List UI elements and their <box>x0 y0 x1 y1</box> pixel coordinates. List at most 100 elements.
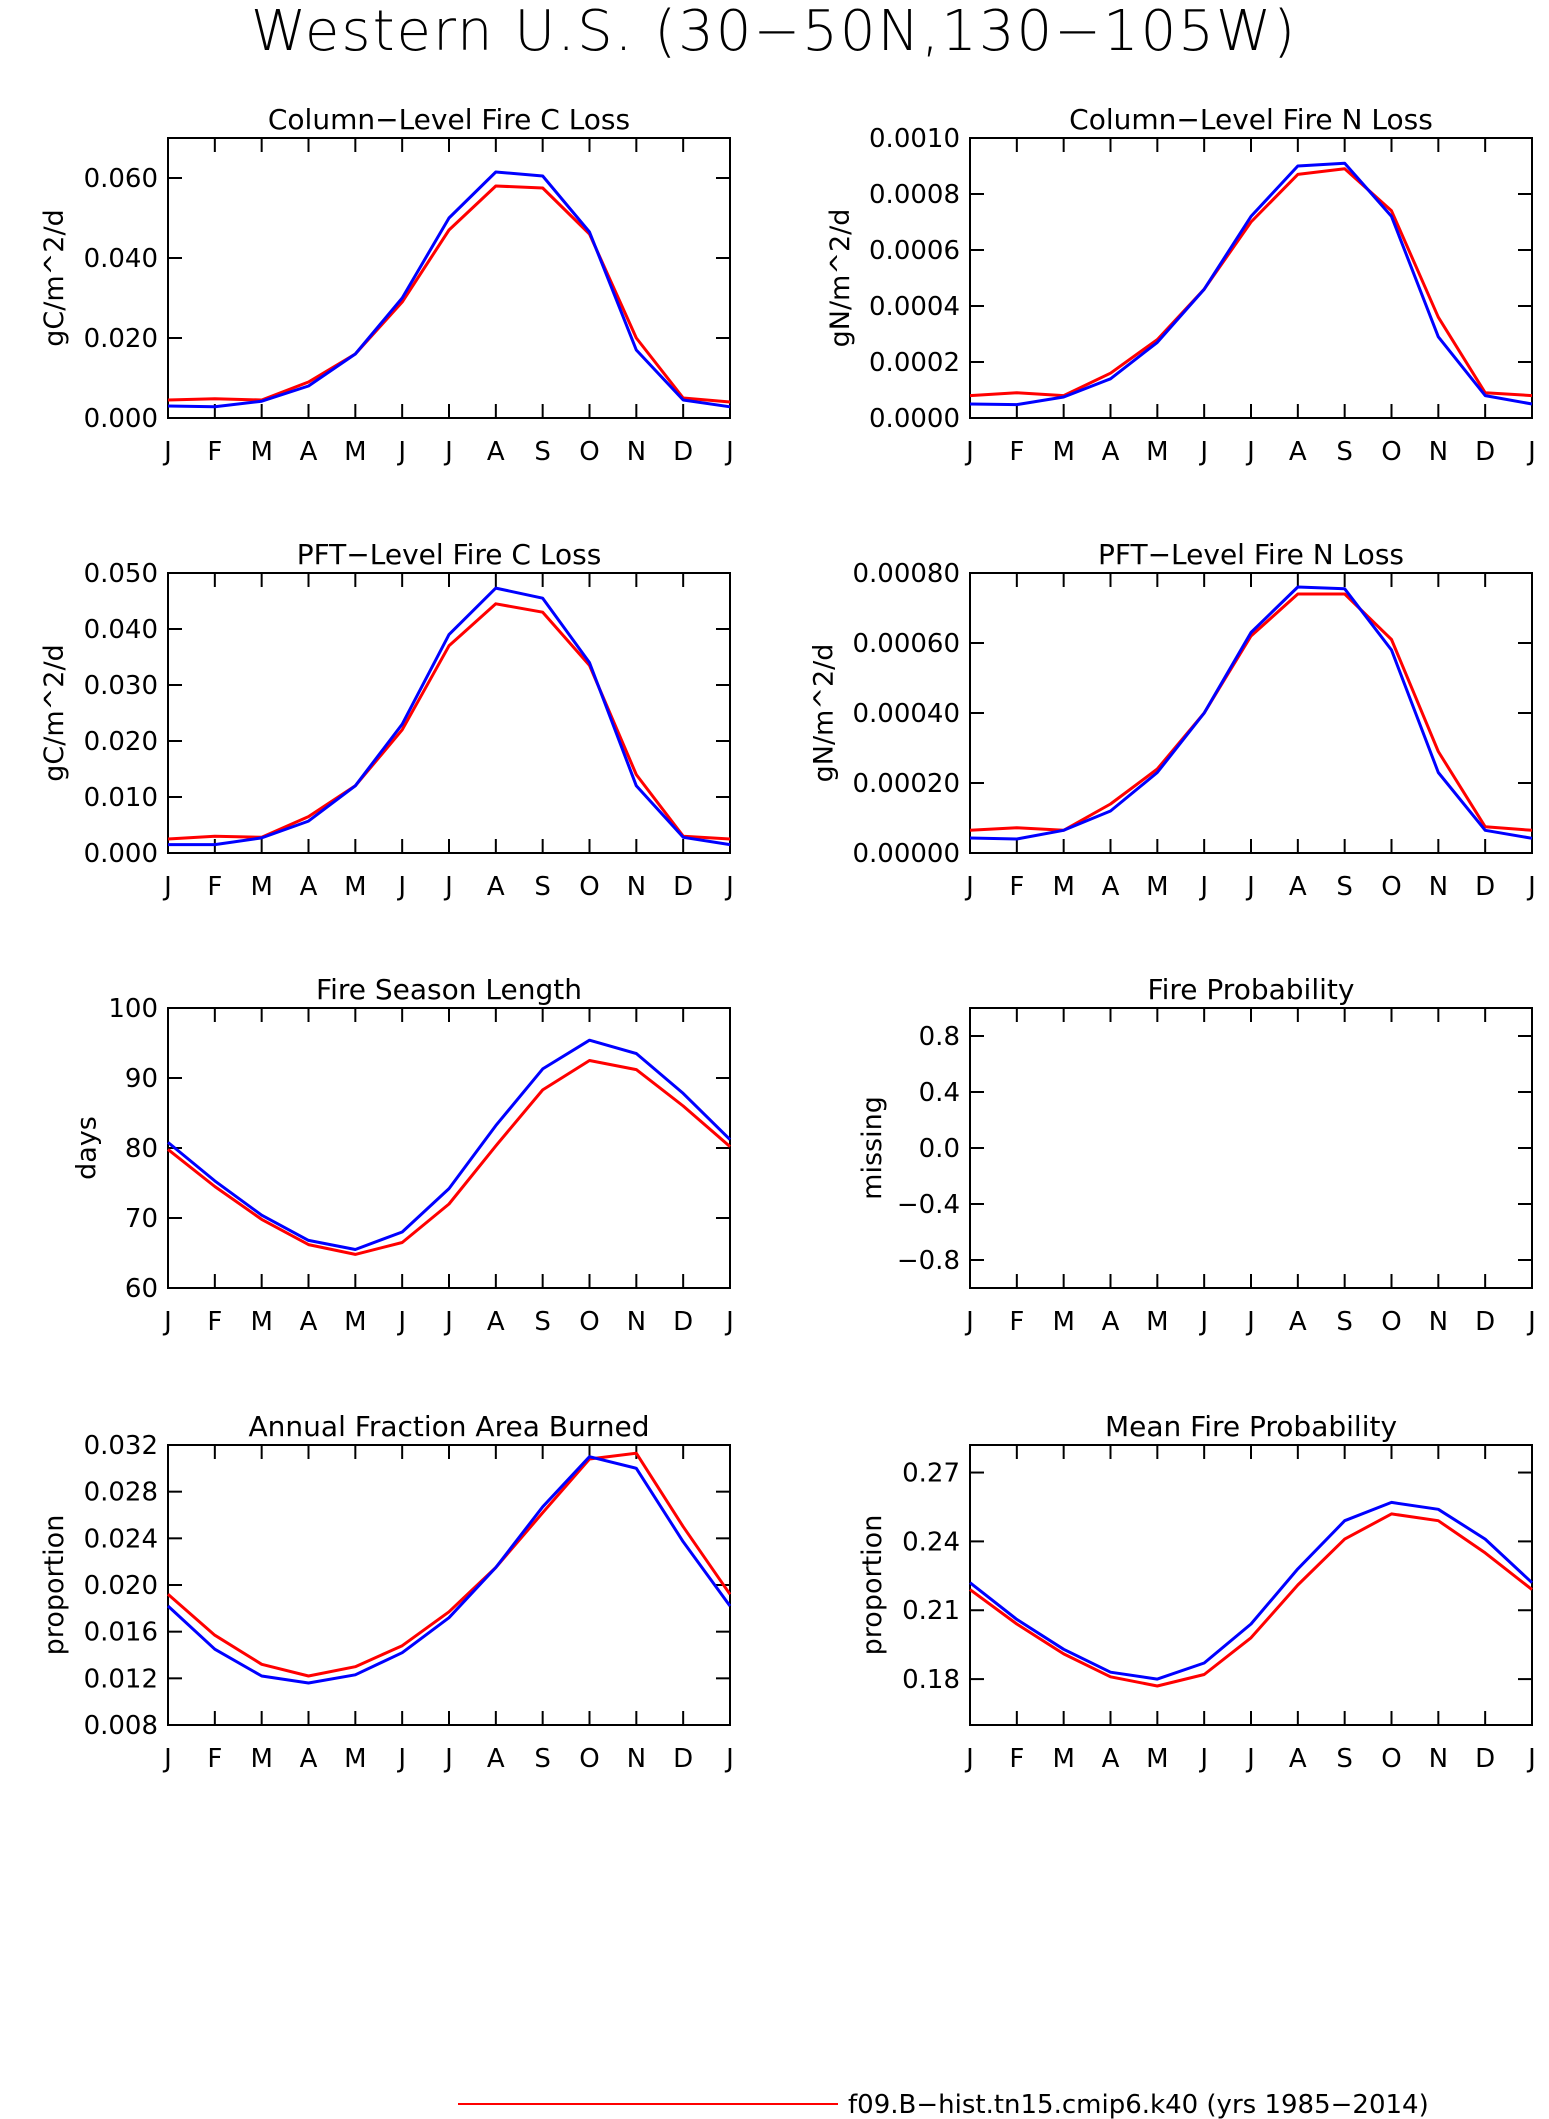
pft-fire-c-loss-ylabel: gC/m^2/d <box>39 644 70 781</box>
fire-season-length-xtick-label: A <box>487 1307 505 1337</box>
column-fire-c-loss-xtick-label: J <box>724 437 734 467</box>
pft-fire-c-loss-title: PFT−Level Fire C Loss <box>297 538 602 571</box>
column-fire-c-loss-xtick-label: O <box>579 437 599 467</box>
pft-fire-c-loss-ytick-label: 0.010 <box>84 783 158 813</box>
annual-fraction-area-burned-xtick-label: A <box>487 1744 505 1774</box>
column-fire-n-loss-xtick-label: S <box>1336 437 1353 467</box>
column-fire-c-loss-xtick-label: M <box>250 437 272 467</box>
column-fire-c-loss-xtick-label: A <box>487 437 505 467</box>
column-fire-n-loss-xtick-label: O <box>1381 437 1401 467</box>
fire-probability-ytick-label: −0.8 <box>897 1246 960 1276</box>
annual-fraction-area-burned-ytick-label: 0.028 <box>84 1478 158 1508</box>
column-fire-c-loss-xtick-label: J <box>162 437 172 467</box>
mean-fire-probability-xtick-label: O <box>1381 1744 1401 1774</box>
fire-season-length-xtick-label: D <box>673 1307 693 1337</box>
annual-fraction-area-burned-ytick-label: 0.020 <box>84 1571 158 1601</box>
column-fire-c-loss-ytick-label: 0.040 <box>84 244 158 274</box>
column-fire-n-loss-plot-frame <box>969 137 1533 419</box>
annual-fraction-area-burned-xtick-label: M <box>250 1744 272 1774</box>
pft-fire-c-loss-xtick-label: J <box>724 872 734 902</box>
annual-fraction-area-burned-ytick-label: 0.024 <box>84 1524 158 1554</box>
column-fire-c-loss-xtick-label: D <box>673 437 693 467</box>
pft-fire-n-loss-xtick-label: F <box>1009 872 1024 902</box>
fire-probability-xtick-label: J <box>1245 1307 1255 1337</box>
fire-probability-ytick-label: −0.4 <box>897 1190 960 1220</box>
legend: f09.B−hist.tn15.cmip6.k40 (yrs 1985−2014… <box>458 2090 1429 2119</box>
column-fire-c-loss-xtick-label: J <box>443 437 453 467</box>
column-fire-c-loss-xtick-label: A <box>300 437 318 467</box>
fire-probability-xtick-label: D <box>1475 1307 1495 1337</box>
fire-probability-xtick-label: J <box>1526 1307 1536 1337</box>
pft-fire-c-loss-xtick-label: M <box>250 872 272 902</box>
pft-fire-n-loss-title: PFT−Level Fire N Loss <box>1098 538 1404 571</box>
pft-fire-n-loss-ytick-label: 0.00060 <box>852 629 960 659</box>
column-fire-n-loss-series-line-1 <box>969 167 1533 398</box>
column-fire-n-loss-ytick-label: 0.0000 <box>869 404 960 434</box>
mean-fire-probability-xtick-label: J <box>1526 1744 1536 1774</box>
fire-season-length-xtick-label: A <box>300 1307 318 1337</box>
fire-season-length-xtick-label: O <box>579 1307 599 1337</box>
annual-fraction-area-burned-ytick-label: 0.008 <box>84 1711 158 1741</box>
pft-fire-n-loss-xtick-label: J <box>1198 872 1208 902</box>
column-fire-n-loss-ylabel: gN/m^2/d <box>825 209 856 348</box>
pft-fire-c-loss-xtick-label: N <box>627 872 646 902</box>
column-fire-c-loss-xtick-label: J <box>396 437 406 467</box>
column-fire-n-loss-xtick-label: A <box>1102 437 1120 467</box>
annual-fraction-area-burned-ytick-label: 0.032 <box>84 1431 158 1461</box>
pft-fire-c-loss-ytick-label: 0.030 <box>84 671 158 701</box>
column-fire-c-loss-title: Column−Level Fire C Loss <box>268 103 630 136</box>
pft-fire-c-loss-xtick-label: J <box>443 872 453 902</box>
column-fire-n-loss-ytick-label: 0.0002 <box>869 348 960 378</box>
annual-fraction-area-burned-plot-frame <box>167 1444 731 1726</box>
mean-fire-probability-xtick-label: J <box>964 1744 974 1774</box>
mean-fire-probability-xtick-label: F <box>1009 1744 1024 1774</box>
mean-fire-probability-plot-frame <box>969 1444 1533 1726</box>
pft-fire-n-loss-xtick-label: J <box>1245 872 1255 902</box>
mean-fire-probability-xtick-label: J <box>1245 1744 1255 1774</box>
column-fire-c-loss-plot-frame <box>167 137 731 419</box>
pft-fire-n-loss-xtick-label: D <box>1475 872 1495 902</box>
column-fire-c-loss-xtick-label: M <box>344 437 366 467</box>
column-fire-n-loss-xtick-label: M <box>1146 437 1168 467</box>
pft-fire-n-loss-series-line-1 <box>969 592 1533 832</box>
pft-fire-c-loss-plot-frame <box>167 572 731 854</box>
annual-fraction-area-burned-series-line-2 <box>166 1455 732 1685</box>
column-fire-n-loss-ytick-label: 0.0004 <box>869 292 960 322</box>
column-fire-c-loss-ytick-label: 0.020 <box>84 324 158 354</box>
fire-season-length-ytick-label: 70 <box>125 1204 158 1234</box>
pft-fire-n-loss-xtick-label: J <box>1526 872 1536 902</box>
annual-fraction-area-burned-ytick-label: 0.016 <box>84 1618 158 1648</box>
fire-probability-xtick-label: A <box>1102 1307 1120 1337</box>
mean-fire-probability-xtick-label: N <box>1429 1744 1448 1774</box>
column-fire-n-loss-ytick-label: 0.0006 <box>869 236 960 266</box>
column-fire-c-loss-ytick-label: 0.060 <box>84 164 158 194</box>
fire-probability-xtick-label: O <box>1381 1307 1401 1337</box>
fire-probability-xtick-label: N <box>1429 1307 1448 1337</box>
annual-fraction-area-burned-xtick-label: F <box>207 1744 222 1774</box>
pft-fire-n-loss-xtick-label: N <box>1429 872 1448 902</box>
pft-fire-c-loss-ytick-label: 0.040 <box>84 615 158 645</box>
fire-season-length-xtick-label: M <box>344 1307 366 1337</box>
mean-fire-probability-xtick-label: M <box>1146 1744 1168 1774</box>
column-fire-n-loss-xtick-label: D <box>1475 437 1495 467</box>
column-fire-n-loss-xtick-label: M <box>1052 437 1074 467</box>
pft-fire-n-loss-ytick-label: 0.00040 <box>852 699 960 729</box>
pft-fire-n-loss-plot-frame <box>969 572 1533 854</box>
fire-season-length-ylabel: days <box>71 1116 102 1180</box>
mean-fire-probability-series-line-1 <box>969 1512 1533 1688</box>
fire-season-length-plot-frame <box>167 1007 731 1289</box>
pft-fire-n-loss-ylabel: gN/m^2/d <box>809 644 840 783</box>
fire-probability-xtick-label: S <box>1336 1307 1353 1337</box>
pft-fire-c-loss-xtick-label: D <box>673 872 693 902</box>
pft-fire-c-loss-xtick-label: O <box>579 872 599 902</box>
pft-fire-c-loss-xtick-label: J <box>396 872 406 902</box>
fire-season-length-ytick-label: 60 <box>125 1274 158 1304</box>
mean-fire-probability-series-line-2 <box>969 1500 1534 1681</box>
fire-probability-ytick-label: 0.8 <box>919 1022 960 1052</box>
fire-season-length-xtick-label: N <box>627 1307 646 1337</box>
mean-fire-probability-title: Mean Fire Probability <box>1105 1410 1397 1443</box>
annual-fraction-area-burned-title: Annual Fraction Area Burned <box>249 1410 650 1443</box>
